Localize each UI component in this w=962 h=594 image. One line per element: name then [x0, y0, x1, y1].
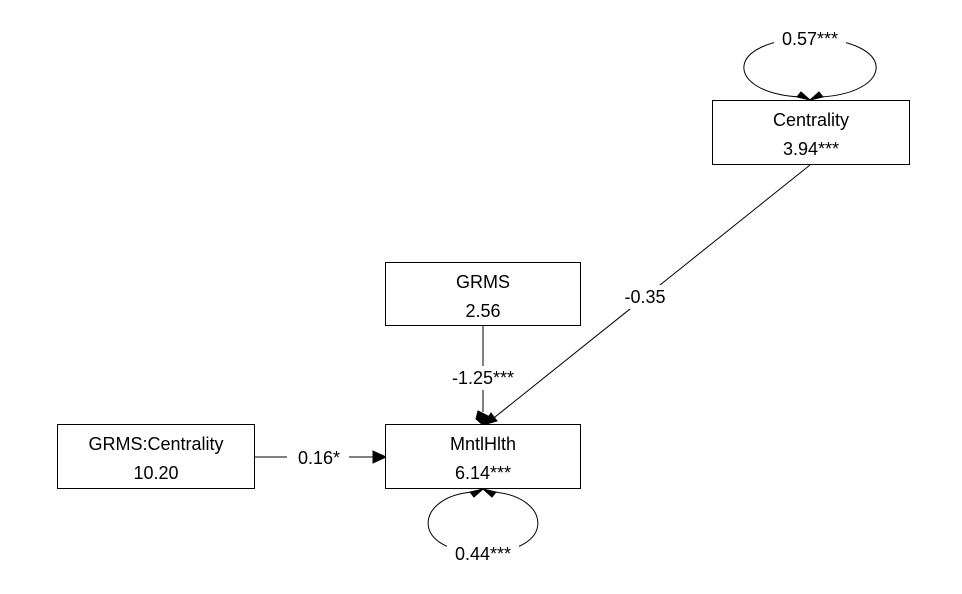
node-centrality-box[interactable]: [712, 100, 910, 165]
edge-label-centrality-to-mntlhlth: -0.35: [624, 287, 665, 307]
variance-label-mntlhlth: 0.44***: [455, 544, 511, 564]
edge-grms-centrality-to-mntlhlth: 0.16*: [254, 446, 388, 470]
node-grms-box[interactable]: [385, 262, 581, 326]
variance-loop-centrality-arrowhead-left: [796, 91, 811, 101]
node-grms[interactable]: GRMS 2.56: [385, 262, 581, 326]
edge-grms-centrality-to-mntlhlth-arrowhead: [372, 450, 388, 464]
node-grms-name: GRMS: [456, 272, 510, 292]
edge-grms-to-mntlhlth: -1.25***: [441, 325, 525, 426]
node-mntlhlth-name: MntlHlth: [450, 434, 516, 454]
node-grms-centrality[interactable]: GRMS:Centrality 10.20: [57, 424, 255, 489]
node-centrality-value: 3.94***: [783, 139, 839, 159]
node-mntlhlth-value: 6.14***: [455, 463, 511, 483]
node-centrality-name: Centrality: [773, 110, 849, 130]
variance-loop-mntlhlth-arrowhead-left: [469, 488, 484, 498]
node-centrality[interactable]: Centrality 3.94***: [712, 100, 910, 165]
edge-centrality-to-mntlhlth: -0.35: [481, 164, 811, 426]
node-mntlhlth-box[interactable]: [385, 424, 581, 489]
variance-label-centrality: 0.57***: [782, 29, 838, 49]
variance-loop-centrality: 0.57***: [743, 26, 877, 101]
node-grms-centrality-value: 10.20: [133, 463, 178, 483]
variance-loop-mntlhlth: 0.44***: [427, 488, 539, 565]
node-grms-centrality-box[interactable]: [57, 424, 255, 489]
variance-loop-mntlhlth-arrowhead-right: [482, 488, 497, 498]
edge-label-grms-centrality-to-mntlhlth: 0.16*: [298, 448, 340, 468]
node-grms-centrality-name: GRMS:Centrality: [88, 434, 223, 454]
edge-label-grms-to-mntlhlth: -1.25***: [452, 368, 514, 388]
node-grms-value: 2.56: [465, 301, 500, 321]
node-mntlhlth[interactable]: MntlHlth 6.14***: [385, 424, 581, 489]
variance-loop-centrality-arrowhead-right: [809, 91, 824, 101]
